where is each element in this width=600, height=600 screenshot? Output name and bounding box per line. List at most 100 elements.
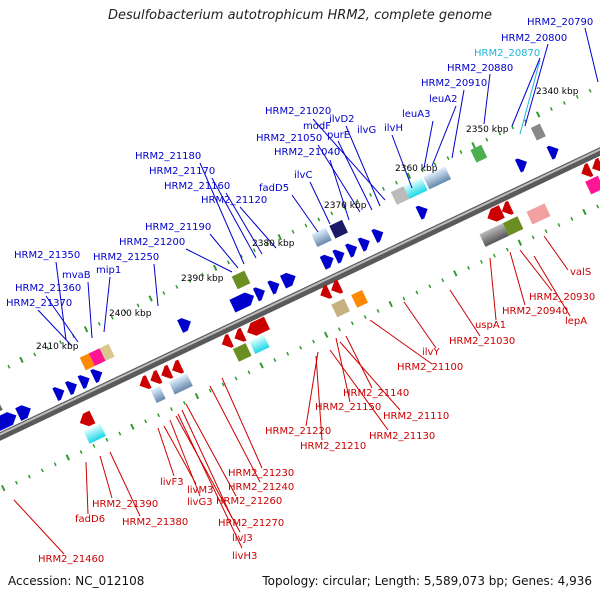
reverse-gene-arrow — [79, 410, 96, 427]
minor-tick — [330, 211, 334, 216]
major-tick — [83, 326, 89, 333]
minor-tick — [286, 351, 290, 356]
forward-gene-arrow — [415, 205, 428, 220]
major-tick — [194, 392, 200, 400]
forward-label-leader — [291, 194, 319, 233]
minor-tick — [188, 278, 192, 283]
minor-tick — [480, 259, 483, 264]
forward-label-leader — [345, 125, 381, 207]
olive-block-shape — [231, 270, 251, 290]
forward-gene-arrow-shape — [267, 280, 280, 295]
minor-tick — [162, 291, 166, 296]
gene-label: lepA — [565, 316, 587, 327]
minor-tick — [356, 199, 360, 204]
forward-label-leader — [225, 192, 263, 255]
minor-tick — [363, 315, 367, 319]
orange-block-shape — [79, 353, 95, 371]
forward-gene-arrow — [90, 369, 103, 384]
gray-lower-block — [479, 223, 509, 247]
forward-label-leader — [451, 89, 465, 159]
steel-lower-block — [150, 386, 166, 404]
major-tick — [582, 208, 587, 216]
orange-lower-block-shape — [351, 290, 369, 308]
reverse-label-leader — [315, 355, 323, 441]
forward-gene-arrow — [280, 272, 296, 289]
reverse-gene-arrow-shape — [139, 375, 152, 390]
minor-tick — [136, 303, 140, 308]
forward-label-leader — [153, 263, 159, 307]
forward-gene-arrow-shape — [77, 375, 90, 390]
steel-block-shape — [423, 166, 452, 190]
minor-tick — [531, 235, 535, 240]
reverse-label-leader — [163, 425, 197, 485]
cyan-lower-block — [83, 423, 106, 444]
forward-gene-arrow — [345, 243, 358, 258]
reverse-label-leader — [85, 461, 89, 515]
minor-tick — [394, 180, 398, 185]
gene-label: livF3 — [160, 477, 184, 488]
forward-gene-arrow-shape — [371, 228, 384, 243]
minor-tick — [459, 150, 463, 154]
cyan-lower-block — [249, 334, 270, 355]
major-tick — [1, 484, 6, 492]
forward-label-leader — [483, 73, 491, 125]
minor-tick — [570, 216, 574, 221]
minor-tick — [105, 437, 109, 442]
gene-label: HRM2_21100 — [397, 362, 463, 373]
forward-gene-arrow — [332, 249, 345, 264]
olive-lower-block-shape — [232, 343, 252, 362]
forward-gene-arrow-shape — [52, 387, 65, 402]
genome-title: Desulfobacterium autotrophicum HRM2, com… — [107, 8, 493, 23]
minor-tick — [46, 346, 50, 351]
minor-tick — [157, 413, 161, 418]
major-tick — [471, 141, 476, 149]
gene-label: HRM2_21040 — [274, 147, 340, 158]
forward-label-leader — [317, 144, 361, 213]
major-tick — [19, 356, 24, 364]
forward-gene-arrow — [357, 237, 370, 252]
minor-tick — [175, 285, 179, 289]
pink-lower-block-shape — [526, 203, 551, 225]
minor-tick — [92, 443, 96, 448]
reverse-gene-arrow-shape — [150, 369, 163, 384]
reverse-gene-arrow — [501, 200, 514, 215]
steel-lower-block — [168, 373, 193, 395]
minor-tick — [239, 254, 243, 259]
minor-tick — [376, 308, 380, 313]
forward-gene-arrow-shape — [546, 145, 559, 160]
orange-block — [79, 353, 95, 371]
minor-tick — [446, 156, 450, 161]
forward-label-leader — [329, 159, 350, 221]
minor-tick — [273, 358, 277, 362]
gene-label: ilvY — [422, 347, 440, 358]
accession-text: Accession: NC_012108 — [8, 574, 145, 588]
forward-label-leader — [239, 206, 277, 249]
forward-gene-arrow-shape — [229, 292, 255, 313]
forward-label-leader — [423, 120, 434, 169]
forward-gene-arrow-shape — [0, 412, 17, 433]
gene-label: HRM2_21030 — [449, 336, 515, 347]
minor-tick — [402, 296, 406, 301]
tan-block — [99, 343, 115, 361]
minor-tick — [110, 315, 114, 320]
reverse-label-leader — [305, 351, 319, 427]
reverse-label-leader — [329, 349, 389, 431]
reverse-label-leader — [109, 451, 141, 517]
cyan-lower-block-shape — [249, 334, 270, 355]
gene-label: HRM2_21380 — [122, 517, 188, 528]
reverse-label-leader — [543, 235, 569, 271]
forward-label-leader — [37, 309, 73, 347]
reverse-gene-arrow — [172, 359, 185, 374]
reverse-label-leader — [157, 427, 175, 477]
minor-tick — [15, 480, 18, 485]
tan-lower-block-shape — [331, 298, 350, 318]
minor-tick — [549, 107, 553, 111]
forward-gene-arrow — [229, 292, 255, 313]
gene-label: HRM2_21150 — [315, 402, 381, 413]
gene-label: valS — [570, 267, 591, 278]
major-tick — [65, 454, 70, 461]
minor-tick — [53, 462, 57, 467]
forward-gene-arrow — [77, 375, 90, 390]
forward-gene-arrow-shape — [319, 254, 334, 270]
